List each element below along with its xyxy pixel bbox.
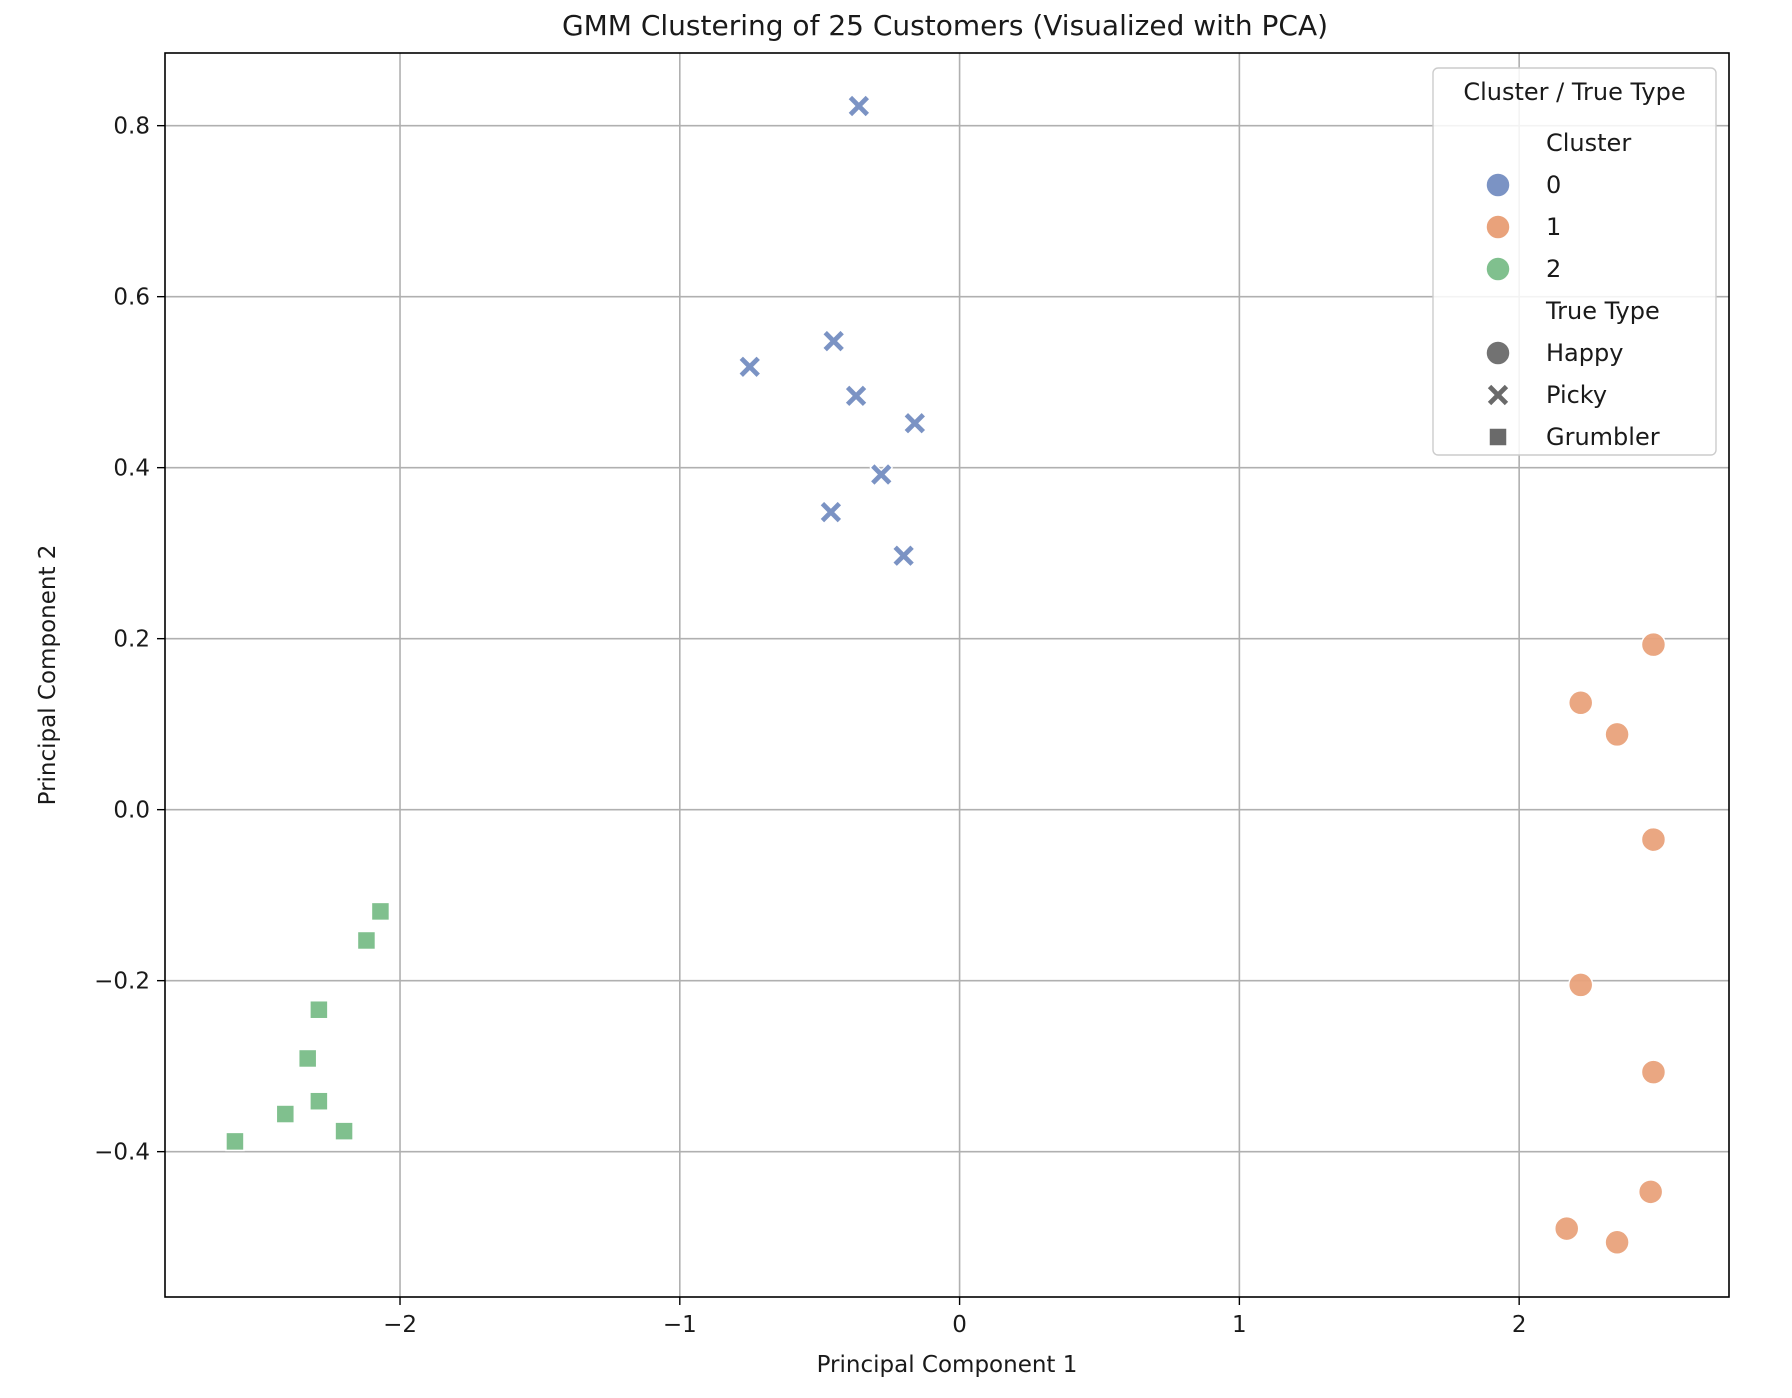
data-point-cluster-1 (1640, 631, 1667, 658)
x-axis-ticks: −2 −1 0 1 2 (383, 1297, 1526, 1338)
x-axis-label: Principal Component 1 (817, 1352, 1078, 1378)
legend-heading-true-type: True Type (1545, 297, 1660, 325)
data-point-cluster-0 (891, 543, 916, 568)
legend-marker-square (1488, 427, 1508, 447)
data-point-cluster-2 (334, 1121, 354, 1141)
x-tick-label: 1 (1232, 1312, 1247, 1338)
data-point-cluster-0 (847, 94, 871, 118)
legend-marker-x (1486, 383, 1510, 407)
y-tick-label: 0.2 (113, 627, 150, 653)
y-tick-label: 0.4 (113, 456, 150, 482)
y-tick-label: −0.2 (94, 969, 150, 995)
data-point-cluster-1 (1553, 1215, 1580, 1242)
legend-title: Cluster / True Type (1463, 78, 1685, 106)
data-point-cluster-0 (821, 329, 846, 353)
data-point-cluster-1 (1567, 690, 1594, 716)
x-tick-label: 2 (1512, 1312, 1527, 1338)
data-points (225, 94, 1667, 1256)
data-point-cluster-0 (819, 500, 843, 524)
legend-heading-cluster: Cluster (1546, 129, 1631, 157)
y-tick-label: 0.6 (113, 285, 150, 311)
legend-label-true-type: Happy (1546, 339, 1623, 367)
data-point-cluster-2 (309, 1091, 329, 1111)
legend-marker-cluster-1 (1485, 214, 1511, 240)
legend-label-true-type: Picky (1546, 381, 1607, 409)
y-tick-label: 0.8 (113, 114, 150, 140)
data-point-cluster-1 (1640, 1059, 1667, 1085)
legend-marker-cluster-0 (1485, 172, 1511, 198)
gridlines (165, 53, 1729, 1297)
data-point-cluster-1 (1637, 1179, 1664, 1205)
data-point-cluster-0 (737, 354, 762, 379)
legend-label-cluster: 0 (1546, 171, 1561, 199)
data-point-cluster-2 (370, 901, 391, 922)
y-tick-label: 0.0 (113, 798, 150, 824)
data-point-cluster-1 (1604, 1229, 1630, 1256)
data-point-cluster-2 (225, 1131, 245, 1152)
data-point-cluster-0 (844, 383, 868, 408)
data-point-cluster-1 (1604, 721, 1630, 748)
data-point-cluster-0 (902, 411, 927, 436)
data-point-cluster-2 (309, 999, 329, 1020)
data-point-cluster-2 (297, 1048, 318, 1069)
legend-label-cluster: 1 (1546, 213, 1561, 241)
data-point-cluster-0 (869, 462, 894, 487)
x-tick-label: 0 (952, 1312, 967, 1338)
data-point-cluster-2 (275, 1104, 296, 1124)
data-point-cluster-1 (1640, 826, 1667, 853)
data-point-cluster-2 (356, 930, 377, 951)
data-point-cluster-1 (1567, 972, 1594, 998)
legend-label-true-type: Grumbler (1546, 423, 1660, 451)
y-tick-label: −0.4 (94, 1140, 150, 1166)
legend: Cluster / True Type Cluster 0 1 2 True Type Ha… (1432, 67, 1717, 456)
y-axis-ticks: −0.4 −0.2 0.0 0.2 0.4 0.6 0.8 (94, 114, 165, 1166)
legend-label-cluster: 2 (1546, 255, 1561, 283)
y-axis-label: Principal Component 2 (35, 545, 61, 806)
legend-marker-circle (1485, 340, 1511, 366)
legend-marker-cluster-2 (1485, 256, 1511, 282)
x-tick-label: −2 (383, 1312, 417, 1338)
chart-title: GMM Clustering of 25 Customers (Visualiz… (562, 9, 1328, 42)
plot-frame (164, 52, 1730, 1298)
x-tick-label: −1 (663, 1312, 697, 1338)
